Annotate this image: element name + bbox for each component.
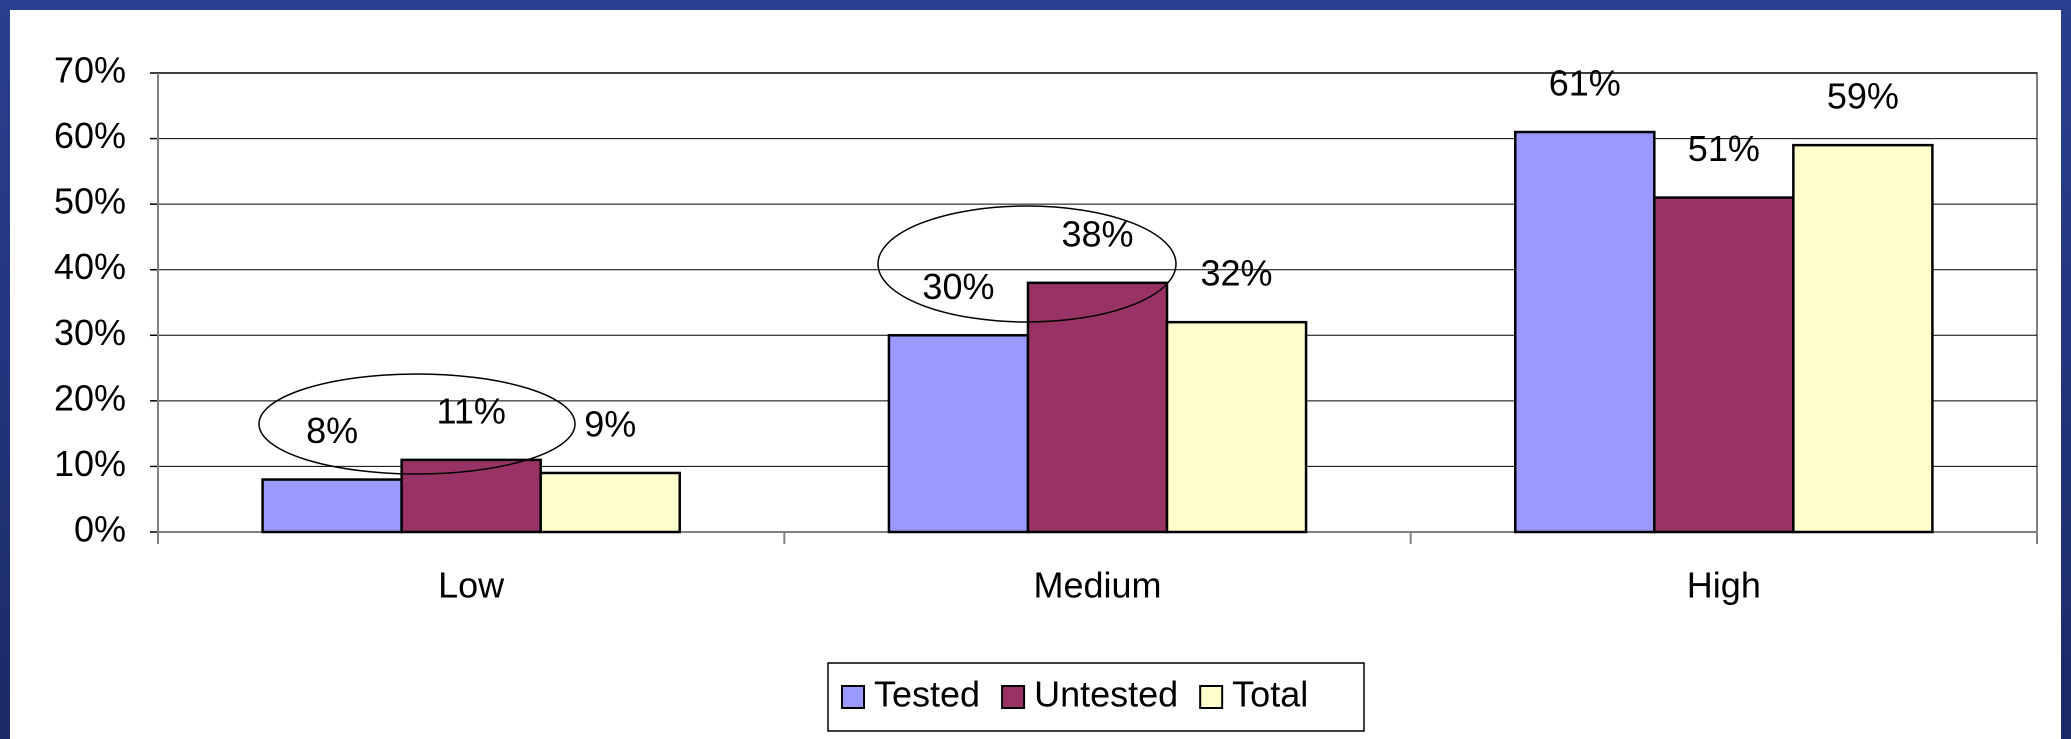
bar xyxy=(539,471,681,534)
annotation-ellipse xyxy=(258,373,576,475)
y-tick-label: 30% xyxy=(54,312,126,353)
y-tick-label: 60% xyxy=(54,115,126,156)
legend-swatch xyxy=(1001,685,1026,709)
annotation-ellipse xyxy=(877,205,1177,323)
data-label: 38% xyxy=(1061,213,1133,254)
legend-swatch xyxy=(1199,685,1224,709)
bar xyxy=(887,334,1030,534)
data-label: 61% xyxy=(1549,63,1621,104)
bar xyxy=(1026,281,1169,534)
data-label: 11% xyxy=(436,390,505,431)
data-label: 8% xyxy=(306,410,358,451)
x-tick-label: Low xyxy=(438,565,505,606)
y-tick-label: 40% xyxy=(54,246,126,287)
bar xyxy=(1165,320,1308,534)
legend-label: Tested xyxy=(874,674,980,715)
data-label: 51% xyxy=(1688,128,1760,169)
bar xyxy=(400,458,542,534)
y-tick-label: 70% xyxy=(54,50,126,91)
y-tick-label: 0% xyxy=(74,509,126,550)
y-tick-label: 10% xyxy=(54,443,126,484)
data-label: 30% xyxy=(922,266,994,307)
legend-label: Untested xyxy=(1034,674,1178,715)
data-label: 9% xyxy=(584,404,636,445)
data-label: 32% xyxy=(1201,253,1273,294)
bar xyxy=(1653,196,1795,534)
legend-label: Total xyxy=(1232,674,1308,715)
legend-box xyxy=(827,662,1365,732)
x-tick-label: Medium xyxy=(1033,565,1161,606)
y-tick-label: 50% xyxy=(54,181,126,222)
legend-swatch xyxy=(841,685,865,709)
bar xyxy=(1514,130,1656,534)
x-tick-label: High xyxy=(1687,565,1761,606)
bar xyxy=(261,478,403,534)
y-tick-label: 20% xyxy=(54,377,126,418)
bar xyxy=(1792,143,1934,534)
data-label: 59% xyxy=(1827,76,1899,117)
